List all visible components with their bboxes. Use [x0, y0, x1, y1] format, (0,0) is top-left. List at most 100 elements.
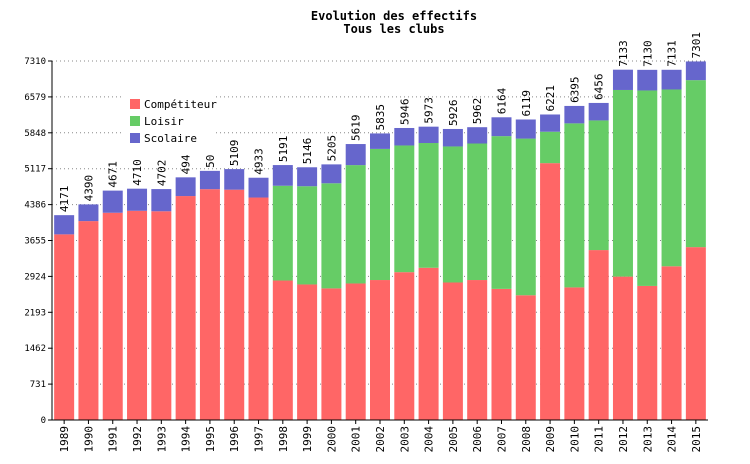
x-tick-label: 2001 [350, 426, 363, 453]
bar-segment [540, 114, 561, 132]
x-tick-label: 2012 [617, 426, 630, 453]
bars-group [54, 61, 706, 420]
bar-segment [272, 165, 293, 186]
bar-segment [370, 133, 390, 149]
bar-segment [540, 163, 561, 420]
bar-segment [127, 210, 148, 420]
legend-label: Loisir [144, 115, 184, 128]
y-tick-label: 6579 [24, 93, 46, 103]
x-tick-label: 2008 [520, 426, 533, 453]
data-label: 6456 [593, 73, 606, 100]
bar-segment [612, 89, 633, 277]
bar-segment [418, 126, 439, 144]
x-tick-label: 1990 [82, 426, 95, 453]
x-tick-label: 2007 [495, 426, 508, 453]
y-tick-label: 5117 [24, 165, 46, 175]
bar-segment [564, 287, 585, 420]
bar-segment [685, 61, 706, 81]
bar-segment [515, 138, 536, 296]
bar-segment [491, 117, 512, 137]
x-tick-label: 1994 [180, 426, 193, 453]
bar-segment [685, 80, 706, 248]
data-label: 5109 [228, 140, 241, 167]
data-label: 6164 [495, 87, 508, 114]
bar-segment [442, 128, 463, 147]
bar-segment [297, 186, 318, 285]
x-axis-ticks: 1989 1990 1991 1992 1993 1994 1995 1996 1997 1998… [58, 420, 703, 453]
legend-swatch [130, 133, 140, 143]
y-tick-label: 1462 [24, 344, 46, 354]
data-label: 7131 [666, 40, 679, 67]
bar-segment [248, 177, 269, 198]
x-tick-label: 2015 [690, 426, 703, 453]
bar-segment [102, 212, 123, 420]
bar-segment [127, 188, 148, 211]
bar-segment [491, 288, 512, 420]
bar-segment [564, 123, 585, 288]
data-label: 6221 [544, 85, 557, 112]
data-label: 4710 [131, 159, 144, 186]
y-tick-label: 5848 [24, 129, 46, 139]
bar-segment [345, 283, 366, 420]
x-tick-label: 1999 [301, 426, 314, 453]
bar-segment [78, 221, 99, 420]
legend: Compétiteur Loisir Scolaire [122, 88, 217, 154]
data-label: 6395 [568, 76, 581, 103]
bar-segment [661, 266, 682, 420]
data-label: 5835 [374, 104, 387, 131]
y-tick-label: 7310 [24, 57, 46, 67]
data-label: 7301 [690, 32, 703, 59]
x-tick-label: 1995 [204, 426, 217, 453]
bar-segment [637, 285, 658, 420]
bar-segment [345, 144, 366, 166]
x-tick-label: 2014 [666, 426, 679, 453]
data-label: 4702 [155, 160, 168, 187]
bar-segment [151, 189, 172, 212]
bar-segment [321, 288, 342, 420]
data-label: 5973 [423, 97, 436, 124]
data-label: 5191 [277, 136, 290, 163]
legend-swatch [130, 116, 140, 126]
x-tick-label: 1989 [58, 426, 71, 453]
bar-segment [661, 69, 682, 90]
bar-segment [612, 276, 633, 420]
y-tick-label: 3655 [24, 237, 46, 247]
bar-segment [418, 143, 439, 268]
bar-segment [442, 146, 463, 283]
bar-segment [515, 119, 536, 139]
y-tick-label: 0 [41, 416, 46, 426]
bar-segment [588, 102, 609, 121]
bar-segment [199, 170, 220, 190]
bar-segment [54, 215, 75, 235]
bar-segment [272, 185, 293, 281]
bar-segment [199, 189, 220, 420]
bar-segment [685, 247, 706, 420]
y-tick-label: 731 [30, 380, 46, 390]
bar-segment [467, 280, 488, 420]
data-label: 4671 [107, 161, 120, 188]
bar-segment [297, 167, 318, 187]
data-label: 4941 [180, 148, 193, 175]
bar-segment [224, 189, 245, 420]
data-label: 5146 [301, 138, 314, 165]
x-tick-label: 1991 [107, 426, 120, 453]
bar-segment [588, 250, 609, 420]
bar-segment [175, 177, 196, 197]
bar-segment [564, 105, 585, 124]
x-tick-label: 2003 [398, 426, 411, 453]
bar-segment [321, 183, 342, 289]
x-tick-label: 2004 [423, 426, 436, 453]
bar-segment [540, 131, 561, 164]
x-tick-label: 1992 [131, 426, 144, 453]
y-tick-label: 2924 [24, 272, 46, 282]
bar-segment [467, 127, 488, 144]
bar-segment [54, 234, 75, 420]
data-label: 4171 [58, 186, 71, 213]
x-tick-label: 2002 [374, 426, 387, 453]
data-label: 5205 [325, 135, 338, 162]
bar-segment [394, 127, 415, 146]
bar-segment [637, 69, 658, 91]
data-label: 4933 [253, 148, 266, 175]
